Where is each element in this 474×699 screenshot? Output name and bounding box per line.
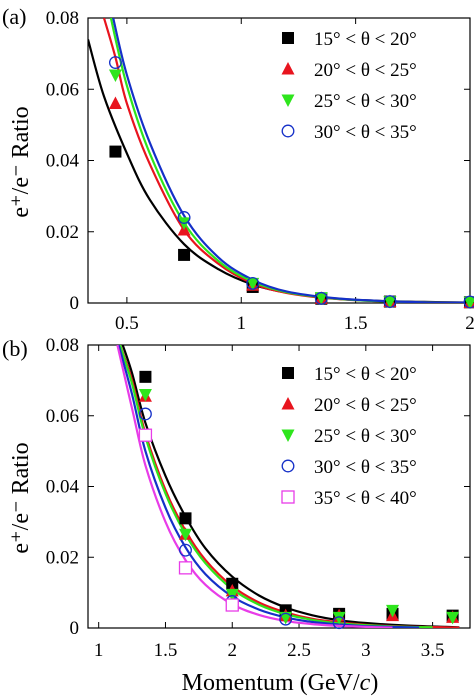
fit-curve-magenta [116,345,393,628]
y-tick-label: 0.04 [46,151,80,172]
data-point-green [246,277,260,291]
data-point-red [108,96,122,109]
data-point-green [138,389,152,402]
legend-marker-green [281,94,295,107]
y-tick-label: 0.02 [46,222,79,243]
x-tick-label: 2.5 [287,640,311,661]
x-tick-label: 2 [465,313,474,334]
panel-b-legend: 15° < θ < 20° 20° < θ < 25° 25° < θ < 30° 3… [281,364,417,509]
data-point-blue [108,56,122,69]
data-point-black [226,577,239,590]
data-point-blue [246,276,260,290]
data-point-green [383,296,397,309]
data-point-green [179,528,193,542]
panel-a-data-points [108,56,474,310]
x-axis-title-suffix: ) [370,670,378,696]
data-point-green [446,611,460,625]
data-point-black [109,145,122,158]
legend-label: 20° < θ < 25° [314,395,417,416]
x-axis-title-italic: c [360,670,371,696]
panel-b-label: (b) [2,336,28,361]
panel-a-axes: 0 0.02 0.04 0.06 0.08 0.5 1 1.5 2 [46,8,474,334]
fit-curve-green [119,345,433,628]
data-point-blue [279,612,293,626]
legend-label: 30° < θ < 35° [314,122,417,143]
x-tick-label: 1.5 [154,640,178,661]
x-axis-title-prefix: Momentum (GeV/ [182,670,360,696]
legend-marker-red [281,62,295,75]
panel-b-x-axis-title: Momentum (GeV/c) [182,670,379,696]
panel-b-axes: 0 0.02 0.04 0.06 0.08 1 1.5 2 2.5 3 3.5 [46,335,470,661]
data-point-magenta [138,428,153,442]
fit-curve-black [121,345,460,628]
legend-label: 30° < θ < 35° [314,457,417,478]
legend-marker-blue [281,459,295,473]
panel-b-y-axis-title: e⁺/e⁻ Ratio [8,442,34,553]
panel-b-plot-frame [87,344,471,629]
x-tick-label: 2 [228,640,238,661]
legend-marker-black [282,32,294,44]
legend-label: 25° < θ < 30° [314,426,417,447]
data-point-black [178,248,191,261]
legend-marker-green [281,429,295,442]
data-point-blue [383,295,397,309]
legend-label: 15° < θ < 20° [314,29,417,50]
data-point-black [179,512,192,525]
data-point-blue [177,211,191,224]
data-point-green [314,292,328,305]
y-tick-label: 0.06 [46,79,79,100]
x-tick-label: 1.5 [344,313,368,334]
legend-label: 15° < θ < 20° [314,364,417,385]
legend-marker-magenta [281,490,295,504]
data-point-blue [179,543,192,557]
legend-marker-red [281,397,295,410]
x-tick-label: 1 [94,640,104,661]
panel-a-label: (a) [2,4,26,29]
panel-b-data-points [138,370,460,630]
data-point-green [332,611,346,625]
legend-label: 25° < θ < 30° [314,91,417,112]
y-tick-label: 0.02 [46,547,79,568]
panel-a-legend: 15° < θ < 20° 20° < θ < 25° 25° < θ < 30° 3… [281,29,417,143]
data-point-blue [138,407,152,421]
y-tick-label: 0.08 [46,335,79,356]
data-point-green [463,296,474,310]
panel-b: (b) e⁺/e⁻ Ratio 0 0.02 0.04 0.06 0.08 1 1.5 2 2.… [2,335,471,696]
y-tick-label: 0 [70,618,80,639]
data-point-blue [463,295,474,309]
legend-label: 20° < θ < 25° [314,60,417,81]
x-tick-label: 0.5 [115,313,139,334]
legend-marker-blue [281,124,295,138]
data-point-blue [314,291,328,305]
data-point-blue [332,616,346,630]
y-tick-label: 0.06 [46,406,79,427]
data-point-green [386,604,400,618]
x-tick-label: 3.5 [421,640,445,661]
legend-label: 35° < θ < 40° [314,488,417,509]
data-point-green [108,69,122,82]
x-tick-label: 3 [361,640,371,661]
panel-a-y-axis-title: e⁺/e⁻ Ratio [8,106,34,217]
panel-a: (a) e⁺/e⁻ Ratio 0 0.02 0.04 0.06 0.08 0.5 1 1.5… [2,4,474,334]
data-point-magenta [225,598,239,612]
y-tick-label: 0.04 [46,477,80,498]
x-tick-label: 1 [237,313,247,334]
y-tick-label: 0.08 [46,8,79,29]
y-tick-label: 0 [70,293,80,314]
legend-marker-black [282,367,294,379]
data-point-black [139,370,152,383]
data-point-magenta [178,561,193,575]
panel-b-fit-curves [116,345,460,628]
